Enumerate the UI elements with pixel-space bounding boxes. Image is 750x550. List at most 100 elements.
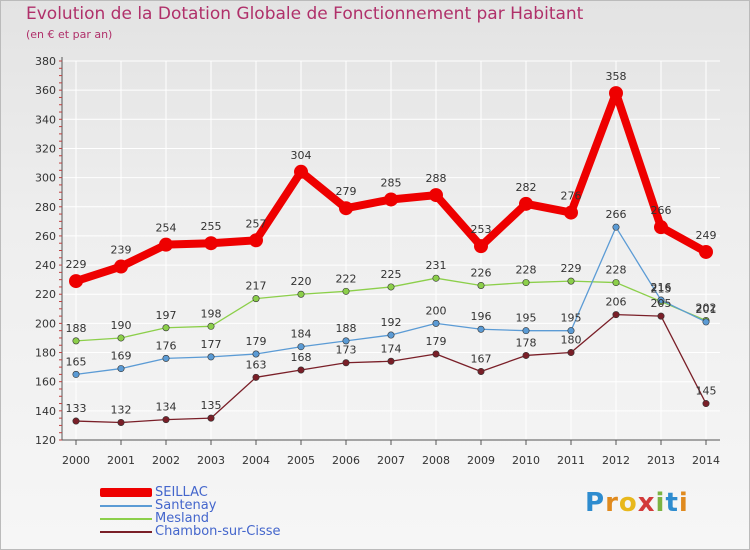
data-label: 197 [156, 309, 177, 322]
data-point [432, 350, 440, 358]
data-point [297, 290, 305, 298]
y-tick-label: 240 [35, 259, 56, 272]
data-point [567, 277, 575, 285]
data-label: 226 [471, 266, 492, 279]
legend-item-chambon-sur-cisse[interactable]: Chambon-sur-Cisse [100, 524, 360, 539]
x-tick-label: 2007 [377, 454, 405, 467]
x-tick-label: 2000 [62, 454, 90, 467]
data-point [342, 337, 350, 345]
data-point [702, 400, 710, 408]
proxiti-logo: Proxiti [585, 488, 689, 518]
x-tick-label: 2011 [557, 454, 585, 467]
data-label: 163 [246, 358, 267, 371]
y-tick-label: 180 [35, 347, 56, 360]
data-label: 231 [426, 259, 447, 272]
data-label: 178 [516, 336, 537, 349]
x-tick-label: 2006 [332, 454, 360, 467]
chart-title: Evolution de la Dotation Globale de Fonc… [26, 4, 584, 24]
data-point [699, 244, 713, 259]
data-point [654, 220, 668, 235]
data-point [159, 237, 173, 252]
y-tick-label: 260 [35, 230, 56, 243]
data-point [657, 296, 665, 304]
data-label: 266 [651, 204, 672, 217]
data-label: 165 [66, 355, 87, 368]
data-point [432, 274, 440, 282]
data-label: 135 [201, 399, 222, 412]
data-point [567, 327, 575, 335]
data-label: 134 [156, 401, 177, 414]
data-label: 276 [561, 190, 582, 203]
data-label: 282 [516, 181, 537, 194]
data-point [117, 419, 125, 427]
data-label: 192 [381, 316, 402, 329]
data-point [207, 322, 215, 330]
data-label: 222 [336, 272, 357, 285]
data-point [162, 354, 170, 362]
legend-swatch [100, 518, 152, 520]
data-point [522, 327, 530, 335]
legend-item-santenay[interactable]: Santenay [100, 498, 360, 513]
y-tick-label: 160 [35, 376, 56, 389]
data-label: 206 [606, 296, 627, 309]
chart-subtitle: (en € et par an) [26, 28, 113, 41]
data-point [429, 188, 443, 203]
data-point [342, 359, 350, 367]
data-point [339, 201, 353, 216]
data-label: 198 [201, 307, 222, 320]
y-tick-label: 380 [35, 55, 56, 68]
data-label: 358 [606, 70, 627, 83]
data-point [567, 349, 575, 357]
data-point [252, 350, 260, 358]
data-point [612, 311, 620, 319]
data-label: 285 [381, 176, 402, 189]
data-label: 188 [66, 322, 87, 335]
data-label: 195 [561, 312, 582, 325]
data-point [114, 259, 128, 274]
data-label: 190 [111, 319, 132, 332]
data-label: 174 [381, 342, 402, 355]
y-tick-label: 300 [35, 172, 56, 185]
x-tick-label: 2013 [647, 454, 675, 467]
data-label: 132 [111, 404, 132, 417]
data-point [387, 283, 395, 291]
data-label: 168 [291, 351, 312, 364]
data-label: 133 [66, 402, 87, 415]
legend-item-mesland[interactable]: Mesland [100, 511, 360, 526]
data-label: 180 [561, 334, 582, 347]
x-tick-label: 2005 [287, 454, 315, 467]
data-point [207, 414, 215, 422]
data-label: 215 [651, 283, 672, 296]
data-label: 255 [201, 220, 222, 233]
data-point [294, 164, 308, 179]
data-point [297, 343, 305, 351]
data-point [117, 334, 125, 342]
data-label: 229 [561, 262, 582, 275]
data-label: 196 [471, 310, 492, 323]
data-point [72, 370, 80, 378]
data-label: 228 [516, 264, 537, 277]
data-point [252, 295, 260, 303]
data-label: 220 [291, 275, 312, 288]
data-label: 177 [201, 338, 222, 351]
data-point [387, 357, 395, 365]
data-label: 202 [696, 301, 717, 314]
data-label: 253 [471, 223, 492, 236]
legend: SEILLAC Santenay Mesland Chambon-sur-Cis… [100, 485, 360, 539]
data-point [474, 239, 488, 254]
data-point [387, 331, 395, 339]
data-point [609, 86, 623, 101]
legend-label: SEILLAC [155, 485, 208, 500]
x-tick-label: 2002 [152, 454, 180, 467]
legend-item-seillac[interactable]: SEILLAC [100, 485, 360, 500]
y-tick-label: 120 [35, 434, 56, 447]
data-point [432, 319, 440, 327]
data-point [204, 236, 218, 251]
data-label: 249 [696, 229, 717, 242]
data-label: 169 [111, 350, 132, 363]
data-label: 266 [606, 208, 627, 221]
data-point [252, 373, 260, 381]
data-point [162, 416, 170, 424]
x-tick-label: 2009 [467, 454, 495, 467]
